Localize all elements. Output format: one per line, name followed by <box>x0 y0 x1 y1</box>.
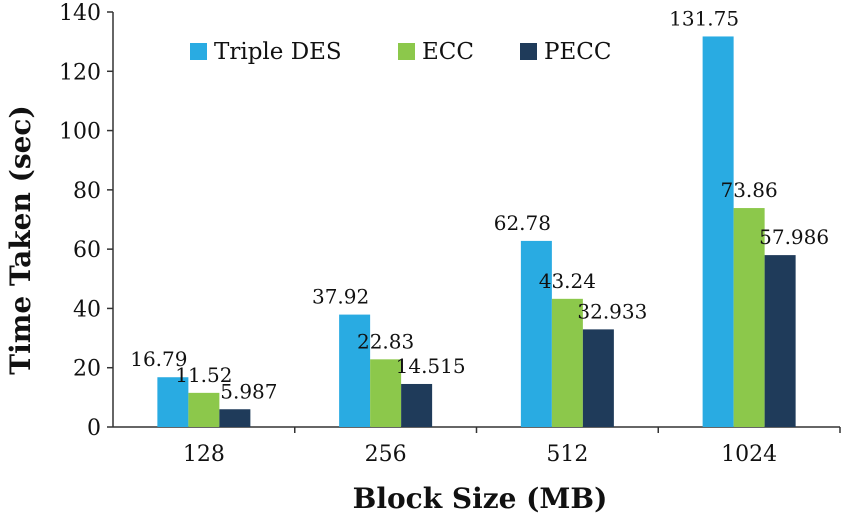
y-tick-label: 0 <box>87 416 101 441</box>
data-label: 16.79 <box>130 347 187 371</box>
x-tick-label: 256 <box>365 442 407 467</box>
bar-triple-des-256 <box>339 314 371 427</box>
data-label: 5.987 <box>220 379 277 403</box>
x-tick-label: 1024 <box>721 442 777 467</box>
bar-triple-des-512 <box>520 240 552 427</box>
legend-label: Triple DES <box>214 39 342 65</box>
bar-pecc-512 <box>582 329 614 427</box>
y-axis-title: Time Taken (sec) <box>4 105 37 374</box>
data-label: 131.75 <box>669 6 739 30</box>
bar-pecc-256 <box>401 383 433 427</box>
data-label: 32.933 <box>577 299 647 323</box>
y-tick-label: 140 <box>59 1 101 26</box>
data-label: 73.86 <box>720 178 777 202</box>
data-label: 14.515 <box>396 354 466 378</box>
y-tick-label: 120 <box>59 60 101 85</box>
x-tick-label: 512 <box>546 442 588 467</box>
y-tick-label: 20 <box>73 357 101 382</box>
legend-label: PECC <box>544 39 611 65</box>
bar-ecc-512 <box>551 298 583 427</box>
legend-swatch-triple-des <box>190 43 207 60</box>
data-label: 62.78 <box>494 211 551 235</box>
bar-triple-des-128 <box>157 377 189 427</box>
bar-pecc-1024 <box>764 255 796 427</box>
data-label: 22.83 <box>357 329 414 353</box>
x-axis-title: Block Size (MB) <box>353 482 608 515</box>
bar-ecc-1024 <box>733 208 765 427</box>
y-axis: 0 20 40 60 80 100 120 140 <box>59 1 114 441</box>
bars <box>157 36 796 428</box>
data-label: 11.52 <box>175 363 232 387</box>
x-axis: 128 256 512 1024 <box>113 426 841 467</box>
y-tick-label: 40 <box>73 297 101 322</box>
legend-label: ECC <box>422 39 474 65</box>
y-tick-label: 80 <box>73 179 101 204</box>
data-label: 43.24 <box>539 269 596 293</box>
y-tick-label: 60 <box>73 238 101 263</box>
bar-ecc-256 <box>370 359 402 427</box>
x-tick-label: 128 <box>183 442 225 467</box>
legend: Triple DES ECC PECC <box>190 39 611 65</box>
legend-swatch-ecc <box>398 43 415 60</box>
bar-ecc-128 <box>188 392 220 427</box>
bar-pecc-128 <box>219 409 251 427</box>
data-label: 57.986 <box>759 225 829 249</box>
data-label: 37.92 <box>312 285 369 309</box>
legend-swatch-pecc <box>520 43 537 60</box>
bar-triple-des-1024 <box>702 36 734 428</box>
y-tick-label: 100 <box>59 120 101 145</box>
